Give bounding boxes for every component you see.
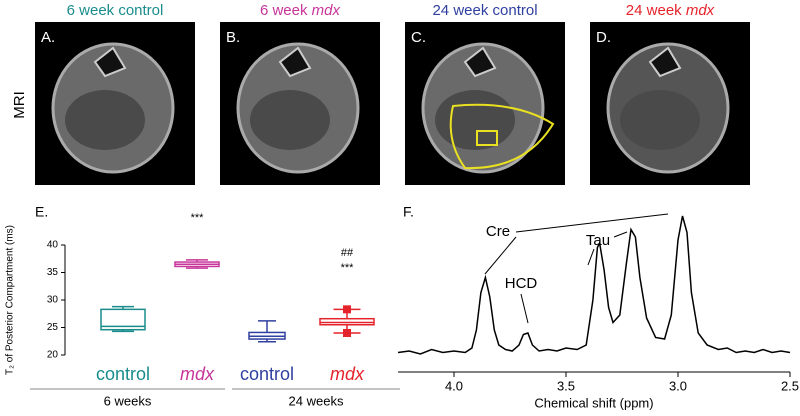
panel-letter: D. bbox=[596, 29, 611, 46]
panel-letter: F. bbox=[403, 204, 414, 220]
x-tick-label: 3.5 bbox=[557, 378, 575, 393]
panel-letter: C. bbox=[411, 29, 426, 46]
category-label: control bbox=[96, 364, 150, 384]
tissue bbox=[250, 90, 330, 150]
outlier-marker bbox=[343, 329, 351, 337]
y-tick-label: 35 bbox=[47, 267, 59, 278]
y-tick-label: 30 bbox=[47, 295, 59, 306]
roi-outline bbox=[449, 103, 555, 170]
group-label: 24 weeks bbox=[289, 393, 344, 408]
category-label: control bbox=[240, 364, 294, 384]
x-axis-label: Chemical shift (ppm) bbox=[534, 395, 653, 410]
bone bbox=[278, 46, 312, 78]
spectrum-line bbox=[397, 215, 791, 355]
title-text: 24 week bbox=[626, 2, 682, 19]
peak-label: HCD bbox=[505, 275, 538, 292]
tissue bbox=[65, 90, 145, 150]
significance: *** bbox=[341, 262, 355, 274]
x-tick-label: 3.0 bbox=[669, 378, 687, 393]
peak-label: Tau bbox=[586, 232, 610, 249]
outlier-marker bbox=[343, 305, 351, 314]
row-label: MRI bbox=[11, 91, 28, 119]
y-axis-label: T₂ of Posterior Compartment (ms) bbox=[5, 225, 16, 375]
peak-label: Cre bbox=[486, 223, 510, 240]
panel-title: 24 week control bbox=[432, 2, 537, 19]
significance: ## bbox=[341, 247, 354, 259]
bone bbox=[93, 46, 127, 78]
panel-letter: B. bbox=[226, 29, 240, 46]
tissue bbox=[620, 90, 700, 150]
pointer-line bbox=[520, 293, 529, 324]
y-tick-label: 40 bbox=[47, 240, 59, 251]
panel-letter: E. bbox=[35, 204, 48, 220]
title-italic: mdx bbox=[312, 2, 341, 19]
pointer-line bbox=[484, 236, 517, 275]
title-text: 24 week control bbox=[432, 2, 537, 19]
x-tick-label: 2.5 bbox=[781, 378, 799, 393]
bone bbox=[463, 46, 497, 78]
group-label: 6 weeks bbox=[104, 393, 152, 408]
category-label: mdx bbox=[180, 364, 215, 384]
bone bbox=[648, 46, 682, 78]
panel-letter: A. bbox=[41, 29, 55, 46]
panel-title: 24 week mdx bbox=[626, 2, 715, 19]
title-text: 6 week control bbox=[67, 2, 164, 19]
significance: *** bbox=[191, 212, 205, 224]
box bbox=[319, 317, 375, 326]
roi-box bbox=[476, 130, 498, 146]
category-label: mdx bbox=[330, 364, 365, 384]
panel-title: 6 week control bbox=[67, 2, 164, 19]
pointer-line bbox=[613, 231, 628, 238]
y-tick-label: 25 bbox=[47, 322, 59, 333]
y-tick-label: 20 bbox=[47, 350, 59, 361]
pointer-line bbox=[587, 248, 595, 266]
x-tick-label: 4.0 bbox=[445, 378, 463, 393]
title-text: 6 week bbox=[260, 2, 308, 19]
pointer-line bbox=[515, 213, 669, 233]
box bbox=[100, 308, 146, 331]
tissue bbox=[435, 90, 515, 150]
title-italic: mdx bbox=[686, 2, 715, 19]
panel-title: 6 week mdx bbox=[260, 2, 341, 19]
